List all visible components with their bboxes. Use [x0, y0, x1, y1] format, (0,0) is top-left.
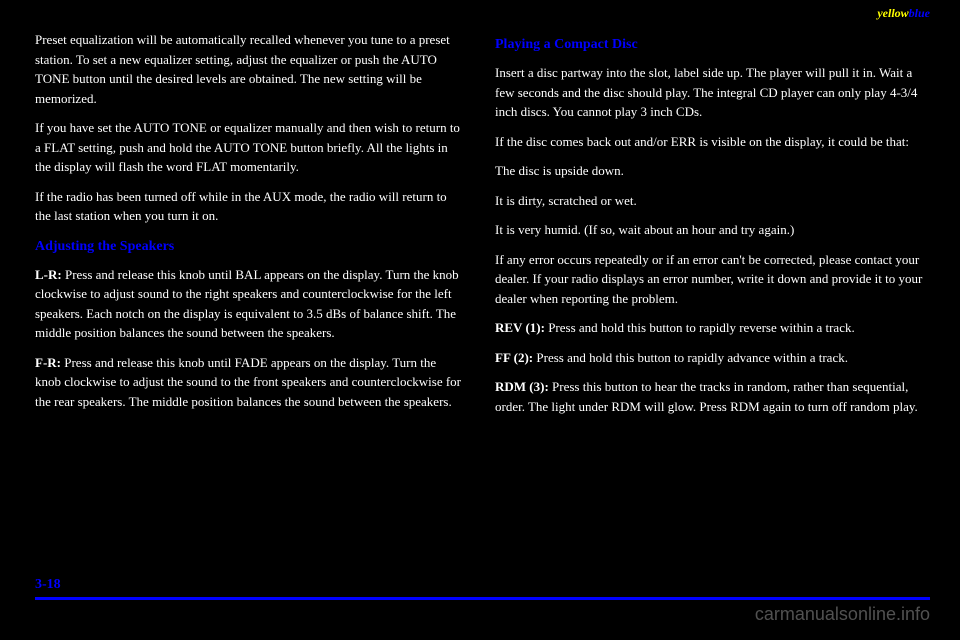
rdm-text: Press this button to hear the tracks in … [495, 379, 918, 414]
rev-label: REV (1): [495, 320, 545, 335]
right-column: Playing a Compact Disc Insert a disc par… [495, 30, 925, 426]
right-p6: RDM (3): Press this button to hear the t… [495, 377, 925, 416]
fr-text: Press and release this knob until FADE a… [35, 355, 461, 409]
li2: It is dirty, scratched or wet. [495, 191, 925, 211]
rev-text: Press and hold this button to rapidly re… [545, 320, 855, 335]
left-p3: If the radio has been turned off while i… [35, 187, 465, 226]
p3-pre: If any error occurs repeatedly or if an … [495, 252, 922, 287]
right-p5: FF (2): Press and hold this button to ra… [495, 348, 925, 368]
left-p5: F-R: Press and release this knob until F… [35, 353, 465, 412]
speakers-heading: Adjusting the Speakers [35, 236, 465, 257]
right-p2: If the disc comes back out and/or ERR is… [495, 132, 925, 152]
page-number: 3-18 [35, 577, 61, 593]
ff-label: FF (2): [495, 350, 533, 365]
lr-label: L-R: [35, 267, 62, 282]
li1: The disc is upside down. [495, 161, 925, 181]
left-p1: Preset equalization will be automaticall… [35, 30, 465, 108]
main-content: Preset equalization will be automaticall… [0, 0, 960, 446]
blue-label: blue [909, 6, 930, 20]
watermark: carmanualsonline.info [755, 604, 930, 625]
cd-heading: Playing a Compact Disc [495, 34, 925, 55]
ff-text: Press and hold this button to rapidly ad… [533, 350, 848, 365]
fr-label: F-R: [35, 355, 61, 370]
lr-text: Press and release this knob until BAL ap… [35, 267, 459, 341]
footer-line [35, 597, 930, 600]
rdm-label: RDM (3): [495, 379, 549, 394]
li3: It is very humid. (If so, wait about an … [495, 220, 925, 240]
p3-post: dealer when reporting the problem. [495, 291, 678, 306]
right-p3: If any error occurs repeatedly or if an … [495, 250, 925, 309]
left-column: Preset equalization will be automaticall… [35, 30, 465, 426]
left-p4: L-R: Press and release this knob until B… [35, 265, 465, 343]
right-p4: REV (1): Press and hold this button to r… [495, 318, 925, 338]
right-p1: Insert a disc partway into the slot, lab… [495, 63, 925, 122]
header-colors: yellowblue [877, 6, 930, 21]
left-p2: If you have set the AUTO TONE or equaliz… [35, 118, 465, 177]
footer: 3-18 [35, 597, 930, 600]
yellow-label: yellow [877, 6, 908, 20]
